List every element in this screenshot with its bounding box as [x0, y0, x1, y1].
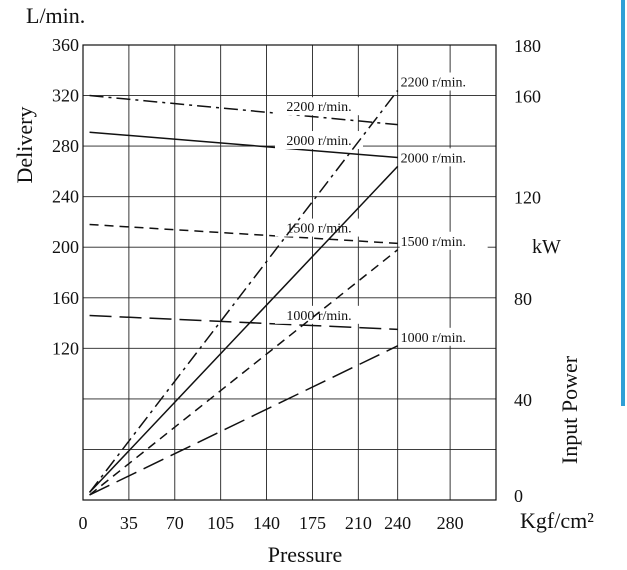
left-tick-label-160: 160 — [52, 288, 79, 308]
right-tick-label-160: 160 — [514, 87, 541, 107]
x-axis-title: Pressure — [268, 542, 343, 567]
series-line-left-1 — [89, 131, 398, 159]
left-axis-unit: L/min. — [26, 3, 85, 28]
right-axis-title: Input Power — [557, 355, 582, 464]
right-tick-label-180: 180 — [514, 36, 541, 56]
right-tick-label-0: 0 — [514, 486, 523, 506]
right-tick-label-40: 40 — [514, 390, 532, 410]
series-line-right-4 — [88, 90, 399, 493]
series-label-left-3: 1000 r/min. — [286, 309, 351, 324]
right-axis-unit: kW — [532, 236, 561, 258]
right-tick-label-120: 120 — [514, 188, 541, 208]
x-tick-label-35: 35 — [120, 513, 138, 533]
series-line-left-2 — [89, 223, 398, 245]
series-line-right-7 — [89, 345, 398, 496]
series-line-left-3 — [89, 314, 398, 331]
series-label-bg-7 — [399, 327, 488, 346]
plot-area — [83, 45, 496, 500]
left-tick-label-320: 320 — [52, 86, 79, 106]
left-tick-label-200: 200 — [52, 237, 79, 257]
x-tick-label-105: 105 — [207, 513, 234, 533]
left-tick-label-120: 120 — [52, 338, 79, 358]
series-lines: 2200 r/min. 2000 r/min. 1500 r/min. 1000 r/… — [88, 72, 488, 496]
x-tick-label-140: 140 — [253, 513, 280, 533]
edge-accent-bar — [621, 0, 625, 406]
series-line-left-0 — [89, 94, 398, 126]
series-label-right-5: 2000 r/min. — [401, 151, 466, 166]
x-tick-label-70: 70 — [166, 513, 184, 533]
left-axis-title: Delivery — [12, 107, 37, 184]
series-label-bg-1 — [275, 131, 363, 150]
series-label-bg-4 — [399, 72, 488, 91]
x-axis-unit: Kgf/cm² — [520, 508, 594, 533]
left-tick-label-240: 240 — [52, 187, 79, 207]
left-tick-label-360: 360 — [52, 35, 79, 55]
series-line-right-5 — [89, 165, 399, 493]
series-line-right-6 — [89, 249, 399, 496]
x-tick-label-240: 240 — [384, 513, 411, 533]
x-tick-label-210: 210 — [345, 513, 372, 533]
series-label-left-2: 1500 r/min. — [286, 222, 351, 237]
series-label-bg-0 — [275, 97, 363, 116]
x-tick-label-280: 280 — [437, 513, 464, 533]
series-label-bg-5 — [399, 148, 488, 167]
series-label-left-0: 2200 r/min. — [286, 100, 351, 115]
plot-frame — [82, 44, 497, 501]
series-label-bg-2 — [275, 218, 363, 237]
series-label-bg-6 — [399, 231, 488, 250]
x-tick-label-175: 175 — [299, 513, 326, 533]
series-label-right-6: 1500 r/min. — [401, 235, 466, 250]
tick-labels: 0 35 70 105 140 175 210 240 280 120 160 200 240 280 32… — [52, 35, 541, 533]
x-tick-label-0: 0 — [79, 513, 88, 533]
right-tick-label-80: 80 — [514, 289, 532, 309]
series-label-left-1: 2000 r/min. — [286, 134, 351, 149]
series-label-right-7: 1000 r/min. — [401, 331, 466, 346]
left-tick-label-280: 280 — [52, 136, 79, 156]
series-label-right-4: 2200 r/min. — [401, 76, 466, 91]
axis-labels: L/min. Delivery kW Input Power Kgf/cm² P… — [12, 3, 594, 567]
series-label-bg-3 — [275, 305, 363, 324]
